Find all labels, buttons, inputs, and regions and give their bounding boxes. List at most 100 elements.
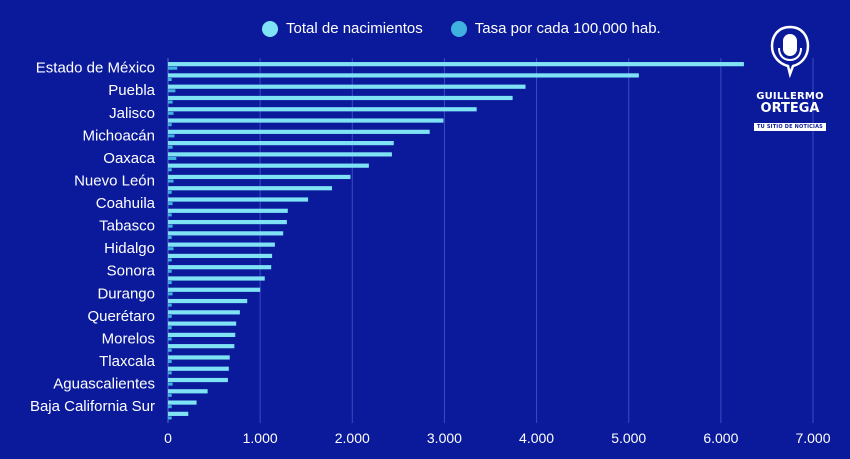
bar-total[interactable]	[168, 389, 208, 394]
bar-total[interactable]	[168, 321, 237, 326]
bar-rate[interactable]	[168, 89, 176, 93]
brand-logo: GUILLERMO ORTEGA TU SITIO DE NOTICIAS	[752, 24, 828, 131]
category-label: Tabasco	[99, 218, 155, 235]
bar-total[interactable]	[168, 129, 430, 134]
bar-total[interactable]	[168, 152, 392, 157]
x-tick-label: 6.000	[703, 430, 738, 446]
bar-total[interactable]	[168, 84, 526, 89]
bar-total[interactable]	[168, 298, 248, 304]
bar-rate[interactable]	[168, 190, 172, 194]
bar-rate[interactable]	[168, 269, 172, 273]
x-tick-label: 4.000	[519, 430, 554, 446]
category-labels: Estado de México Puebla Jalisco Michoacán Oa…	[30, 60, 156, 415]
category-label: Morelos	[102, 330, 155, 347]
bar-rate[interactable]	[168, 247, 174, 251]
bar-rate[interactable]	[168, 156, 177, 160]
gridlines	[167, 58, 814, 423]
category-label: Aguascalientes	[53, 376, 155, 393]
bar-total[interactable]	[168, 276, 265, 281]
x-tick-label: 5.000	[611, 430, 646, 446]
microphone-icon	[770, 25, 810, 79]
bar-rate[interactable]	[168, 100, 173, 104]
bar-total[interactable]	[168, 73, 639, 78]
bar-rate[interactable]	[168, 123, 172, 127]
bar-total[interactable]	[168, 62, 744, 67]
category-label: Hidalgo	[104, 240, 155, 257]
logo-tagline: TU SITIO DE NOTICIAS	[754, 123, 826, 131]
legend: Total de nacimientos Tasa por cada 100,0…	[262, 20, 661, 37]
bar-total[interactable]	[168, 265, 272, 270]
bar-rate[interactable]	[168, 111, 174, 115]
bar-total[interactable]	[168, 174, 351, 180]
x-axis-ticks: 0 1.000 2.000 3.000 4.000 5.000 6.000 7.000	[164, 430, 831, 446]
bar-total[interactable]	[168, 208, 288, 213]
bar-rate[interactable]	[168, 360, 172, 364]
x-tick-label: 2.000	[335, 430, 370, 446]
bar-rate[interactable]	[168, 168, 172, 172]
bar-rate[interactable]	[168, 224, 173, 228]
bar-total[interactable]	[168, 186, 333, 191]
category-label: Querétaro	[87, 308, 155, 325]
x-tick-label: 3.000	[427, 430, 462, 446]
bar-rate[interactable]	[168, 78, 172, 82]
bar-total[interactable]	[168, 377, 228, 383]
category-label: Durango	[97, 285, 155, 302]
x-tick-label: 1.000	[243, 430, 278, 446]
bar-rate[interactable]	[168, 405, 172, 409]
bar-rate[interactable]	[168, 393, 172, 397]
bar-rate[interactable]	[168, 213, 172, 217]
bar-rate[interactable]	[168, 258, 172, 262]
category-label: Coahuila	[96, 195, 156, 212]
bar-total[interactable]	[168, 118, 444, 123]
bar-total[interactable]	[168, 253, 273, 259]
bar-rate[interactable]	[168, 145, 173, 149]
bar-rate[interactable]	[168, 303, 172, 307]
bar-rate[interactable]	[168, 337, 172, 341]
category-label: Nuevo León	[74, 172, 155, 189]
category-label: Estado de México	[36, 60, 155, 77]
bar-rate[interactable]	[168, 292, 173, 296]
bar-rate[interactable]	[168, 382, 173, 386]
bar-rate[interactable]	[168, 179, 174, 183]
bar-rate[interactable]	[168, 348, 172, 352]
legend-item-rate[interactable]: Tasa por cada 100,000 hab.	[450, 20, 661, 37]
logo-name-line1: GUILLERMO	[756, 91, 824, 102]
bar-total[interactable]	[168, 411, 189, 416]
bar-rate[interactable]	[168, 326, 172, 330]
bar-total[interactable]	[168, 231, 284, 236]
bar-total[interactable]	[168, 344, 235, 349]
bar-rate[interactable]	[168, 371, 172, 375]
bar-total[interactable]	[168, 366, 229, 371]
bar-total[interactable]	[168, 310, 240, 315]
bar-total[interactable]	[168, 287, 261, 292]
legend-swatch-total	[262, 20, 278, 37]
bar-rate[interactable]	[168, 66, 178, 70]
bar-total[interactable]	[168, 141, 394, 146]
bar-total[interactable]	[168, 107, 477, 112]
legend-item-total[interactable]: Total de nacimientos	[262, 20, 423, 37]
bar-total[interactable]	[168, 219, 287, 225]
category-label: Oaxaca	[103, 150, 155, 167]
bar-total[interactable]	[168, 355, 230, 360]
category-label: Jalisco	[109, 105, 155, 122]
x-tick-label: 0	[164, 430, 172, 446]
legend-swatch-rate	[450, 20, 467, 37]
bar-total[interactable]	[168, 163, 369, 168]
bar-total[interactable]	[168, 242, 275, 247]
bar-total[interactable]	[168, 197, 309, 202]
bar-rate[interactable]	[168, 314, 172, 318]
category-label: Tlaxcala	[99, 353, 156, 370]
bar-rate[interactable]	[168, 202, 173, 206]
bar-rate[interactable]	[168, 134, 175, 138]
bar-rate[interactable]	[168, 281, 172, 285]
category-label: Michoacán	[82, 127, 155, 144]
bar-total[interactable]	[168, 95, 513, 101]
bar-total[interactable]	[168, 332, 236, 337]
bar-rate[interactable]	[168, 235, 172, 239]
x-tick-label: 7.000	[795, 430, 830, 446]
logo-name-line2: ORTEGA	[760, 101, 820, 116]
bar-total[interactable]	[168, 400, 197, 405]
category-label: Puebla	[108, 82, 155, 99]
bar-rate[interactable]	[168, 416, 172, 420]
